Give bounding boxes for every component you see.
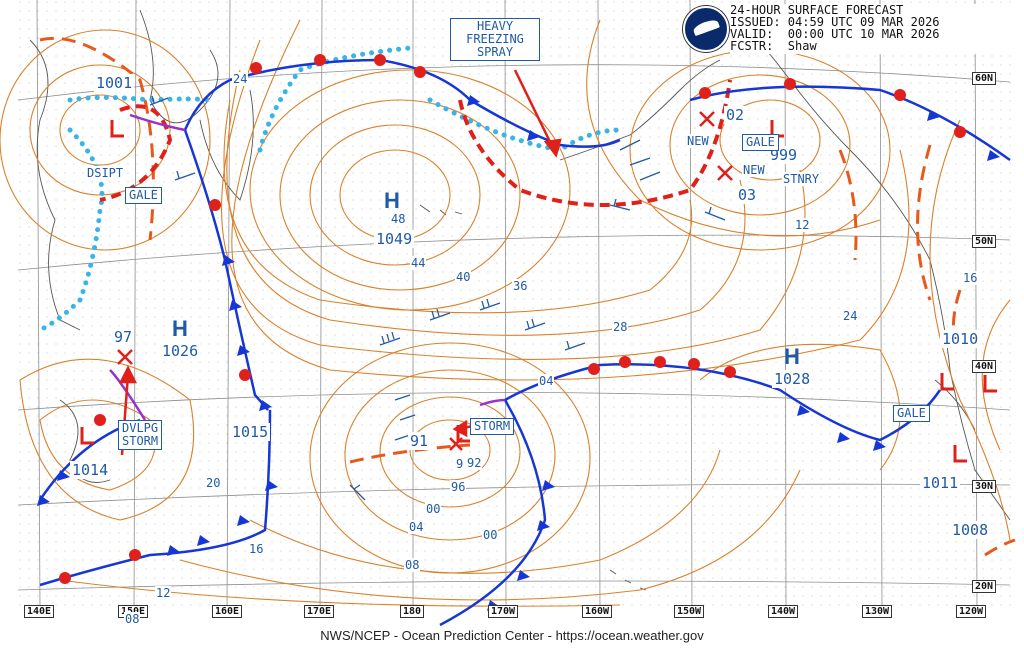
- isobar-label: 12: [155, 586, 172, 600]
- isobar-label: 24: [232, 72, 249, 86]
- isobar-label: 08: [404, 558, 421, 572]
- header-issued: ISSUED: 04:59 UTC 09 MAR 2026: [730, 15, 940, 29]
- low-pressure: 1010: [940, 330, 981, 348]
- isobar-label: 08: [124, 612, 141, 626]
- isobar-label: 36: [512, 279, 529, 293]
- low-pressure: 03: [736, 186, 759, 204]
- storm-label: STORM: [470, 418, 515, 435]
- lon-label: 130W: [862, 605, 893, 618]
- low-pressure: 1014: [70, 461, 111, 479]
- high-pressure: 1026: [160, 342, 201, 360]
- isobar-label: 20: [205, 476, 222, 490]
- lat-label: 30N: [972, 480, 997, 493]
- high-inner-isobar: 48: [390, 212, 407, 226]
- developing-storm-label: DVLPG STORM: [118, 420, 163, 450]
- lat-label: 40N: [972, 360, 997, 373]
- isobar-label: 00: [482, 528, 499, 542]
- isobar-label: 00: [425, 502, 442, 516]
- lat-label: 20N: [972, 580, 997, 593]
- isobar-label: 40: [455, 270, 472, 284]
- low-pressure: 1015: [230, 423, 271, 441]
- lon-label: 120W: [956, 605, 987, 618]
- lon-label: 160E: [212, 605, 243, 618]
- low-pressure: 97: [112, 328, 135, 346]
- header-forecaster: FCSTR: Shaw: [730, 39, 817, 53]
- isobar-label: 28: [612, 320, 629, 334]
- isobar-label: 16: [248, 542, 265, 556]
- isobar-label: 44: [410, 256, 427, 270]
- low-pressure: 91: [408, 432, 431, 450]
- noaa-logo: [683, 6, 729, 52]
- header-block: 24-HOUR SURFACE FORECAST ISSUED: 04:59 U…: [730, 4, 1020, 54]
- isobar-label: 9: [455, 457, 465, 471]
- wind-barbs: [149, 95, 726, 501]
- lat-label: 60N: [972, 72, 997, 85]
- heavy-freezing-spray-label: HEAVY FREEZING SPRAY: [450, 18, 540, 61]
- isobar-label: 24: [842, 309, 859, 323]
- isobar-label: 16: [962, 271, 979, 285]
- lon-label: 140E: [24, 605, 55, 618]
- warm-front-bumps: [59, 54, 966, 584]
- heavy-spray-arrow: [118, 69, 562, 456]
- lon-label: 150W: [674, 605, 705, 618]
- lat-label: 50N: [972, 235, 997, 248]
- high-symbol: H: [384, 188, 400, 213]
- dissipating-label: DSIPT: [86, 166, 125, 180]
- lon-label: 170E: [304, 605, 335, 618]
- new-label: NEW: [686, 134, 710, 148]
- header-valid: VALID: 00:00 UTC 10 MAR 2026: [730, 27, 940, 41]
- low-pressure: 1001: [94, 74, 135, 92]
- lon-label: 180: [400, 605, 425, 618]
- lon-label: 170W: [488, 605, 519, 618]
- isobars: [0, 19, 1011, 607]
- freezing-spray-zones: [99, 79, 732, 207]
- isobar-label: 12: [794, 218, 811, 232]
- low-pressure: 02: [724, 106, 747, 124]
- lon-label: 140W: [768, 605, 799, 618]
- high-symbol: H: [172, 316, 188, 341]
- gale-label: GALE: [125, 187, 162, 204]
- low-pressure: 92: [466, 456, 483, 470]
- low-pressure: 1011: [920, 474, 961, 492]
- low-markers: [117, 111, 733, 451]
- cold-front-teeth: [37, 95, 1000, 611]
- new-label: NEW: [742, 163, 766, 177]
- gale-label: GALE: [893, 405, 930, 422]
- footer-credit: NWS/NCEP - Ocean Prediction Center - htt…: [320, 628, 704, 643]
- high-pressure: 1049: [374, 230, 415, 248]
- low-pressure: 1008: [950, 521, 991, 539]
- stationary-label: STNRY: [782, 172, 821, 186]
- gale-label: GALE: [742, 134, 779, 151]
- isobar-label: 04: [538, 374, 555, 388]
- header-title: 24-HOUR SURFACE FORECAST: [730, 3, 904, 17]
- isobar-label: 04: [408, 520, 425, 534]
- isobar-label: 96: [450, 480, 467, 494]
- high-symbol: H: [784, 344, 800, 369]
- lon-label: 160W: [582, 605, 613, 618]
- l-symbols: [80, 120, 997, 463]
- high-pressure: 1028: [772, 370, 813, 388]
